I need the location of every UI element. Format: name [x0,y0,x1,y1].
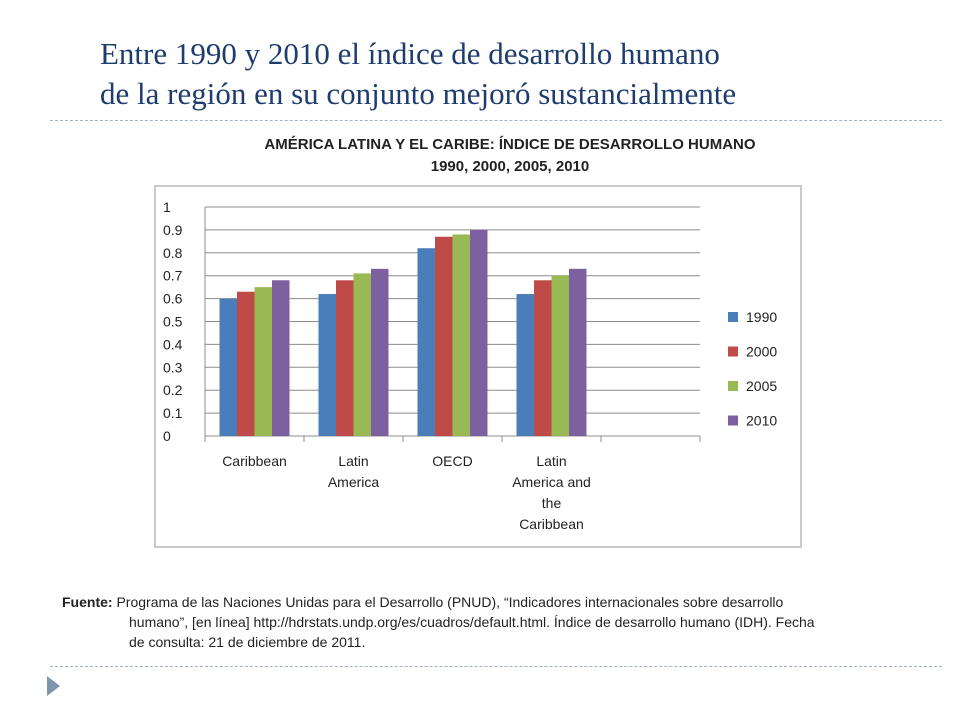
y-tick-label: 0.5 [163,314,183,330]
bar-2010 [371,268,389,436]
source-text-1: Programa de las Naciones Unidas para el … [116,594,784,610]
x-tick-label: Caribbean [222,453,287,469]
slide-title-line-2: de la región en su conjunto mejoró susta… [100,76,737,111]
bar-2010 [569,268,587,436]
bottom-divider [50,666,942,667]
bar-2000 [336,280,354,436]
bar-2000 [237,291,255,436]
x-tick-label: Latin [338,453,368,469]
y-tick-label: 0.4 [163,336,183,352]
x-tick-label: Caribbean [519,516,584,532]
x-tick-label: the [542,495,562,511]
y-tick-label: 0 [163,428,171,444]
slide-title-line-1: Entre 1990 y 2010 el índice de desarroll… [100,36,720,71]
y-tick-label: 0.7 [163,268,183,284]
chart-title-line-2: 1990, 2000, 2005, 2010 [430,158,590,175]
legend-swatch [728,312,738,322]
y-tick-label: 0.9 [163,222,183,238]
bar-2010 [470,229,488,436]
legend-swatch [728,346,738,357]
bar-2005 [551,275,569,436]
x-tick-label: Latin [536,453,566,469]
bar-2000 [534,280,552,436]
x-tick-label: OECD [432,453,472,469]
bar-1990 [318,294,336,436]
source-line-2: humano”, [en línea] http://hdrstats.undp… [129,614,815,630]
y-tick-label: 0.6 [163,291,183,307]
top-divider [50,120,942,121]
y-tick-label: 0.3 [163,359,183,375]
x-tick-label: America and [512,474,591,490]
x-tick-label: America [328,474,380,490]
source-label: Fuente: [62,594,113,610]
bar-1990 [516,294,534,436]
chart-title-line-1: AMÉRICA LATINA Y EL CARIBE: ÍNDICE DE DE… [264,136,756,153]
y-tick-label: 1 [163,199,171,215]
bar-2000 [435,236,453,436]
legend-swatch [728,381,738,391]
chart-title: AMÉRICA LATINA Y EL CARIBE: ÍNDICE DE DE… [185,134,835,178]
bar-2010 [272,280,290,436]
play-arrow-icon[interactable] [47,676,60,696]
bar-2005 [353,273,371,436]
source-line-3: de consulta: 21 de diciembre de 2011. [129,634,366,650]
bar-1990 [417,248,435,436]
y-tick-label: 0.2 [163,382,183,398]
source-note: Fuente: Programa de las Naciones Unidas … [62,592,922,652]
legend-label: 2005 [746,378,777,394]
legend-label: 1990 [746,309,777,325]
bar-2005 [452,234,470,436]
y-tick-label: 0.1 [163,405,183,421]
legend-label: 2000 [746,344,777,360]
legend-swatch [728,415,738,426]
bar-2005 [254,287,272,436]
slide-title: Entre 1990 y 2010 el índice de desarroll… [100,34,940,114]
legend-label: 2010 [746,413,777,429]
source-line-1: Fuente: Programa de las Naciones Unidas … [62,592,922,612]
y-tick-label: 0.8 [163,245,183,261]
bar-1990 [219,298,237,436]
